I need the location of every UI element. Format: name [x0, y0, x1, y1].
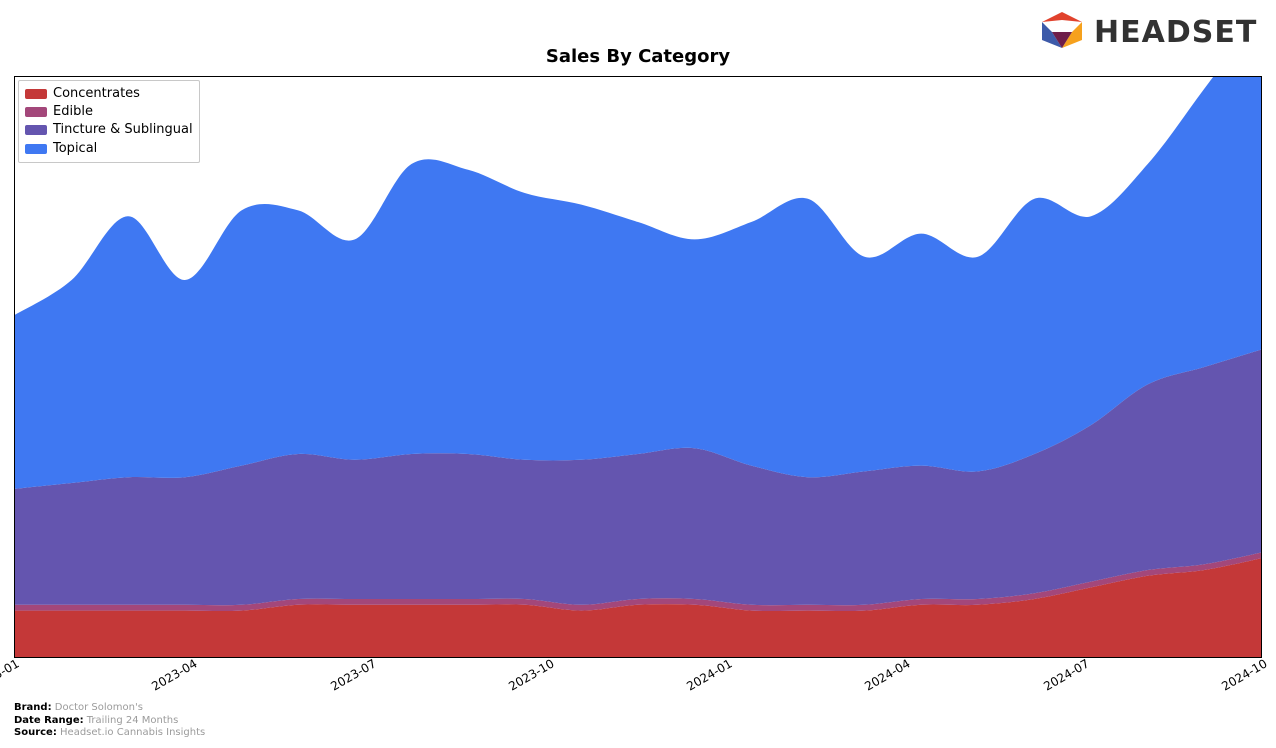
- headset-logo-mark: [1042, 12, 1082, 48]
- footer-line: Date Range: Trailing 24 Months: [14, 715, 205, 728]
- chart-plot-area: ConcentratesEdibleTincture & SublingualT…: [14, 76, 1262, 658]
- legend-item: Topical: [25, 140, 193, 158]
- legend-label: Edible: [53, 103, 93, 121]
- x-tick-label: 2023-04: [150, 656, 200, 693]
- x-tick-label: 2024-10: [1219, 656, 1269, 693]
- footer-value: Doctor Solomon's: [52, 702, 143, 713]
- headset-logo-text: HEADSET: [1094, 15, 1257, 50]
- legend-swatch: [25, 144, 47, 154]
- legend-item: Concentrates: [25, 85, 193, 103]
- x-tick-label: 2024-04: [863, 656, 913, 693]
- legend-swatch: [25, 107, 47, 117]
- legend-label: Topical: [53, 140, 97, 158]
- chart-footer: Brand: Doctor Solomon'sDate Range: Trail…: [14, 702, 205, 740]
- stacked-area-svg: [15, 77, 1261, 657]
- legend-label: Tincture & Sublingual: [53, 121, 193, 139]
- x-tick-label: 2023-07: [328, 656, 378, 693]
- x-tick-label: 2023-01: [0, 656, 22, 693]
- footer-label: Source:: [14, 727, 57, 738]
- footer-label: Date Range:: [14, 715, 84, 726]
- footer-line: Source: Headset.io Cannabis Insights: [14, 727, 205, 740]
- footer-value: Headset.io Cannabis Insights: [57, 727, 205, 738]
- legend-item: Edible: [25, 103, 193, 121]
- legend-swatch: [25, 125, 47, 135]
- legend-label: Concentrates: [53, 85, 140, 103]
- headset-logo: HEADSET: [1040, 8, 1270, 56]
- x-tick-label: 2024-07: [1041, 656, 1091, 693]
- legend: ConcentratesEdibleTincture & SublingualT…: [18, 80, 200, 163]
- area-topical: [15, 77, 1261, 489]
- footer-value: Trailing 24 Months: [84, 715, 179, 726]
- x-tick-label: 2024-01: [684, 656, 734, 693]
- legend-item: Tincture & Sublingual: [25, 121, 193, 139]
- footer-label: Brand:: [14, 702, 52, 713]
- x-tick-label: 2023-10: [506, 656, 556, 693]
- footer-line: Brand: Doctor Solomon's: [14, 702, 205, 715]
- legend-swatch: [25, 89, 47, 99]
